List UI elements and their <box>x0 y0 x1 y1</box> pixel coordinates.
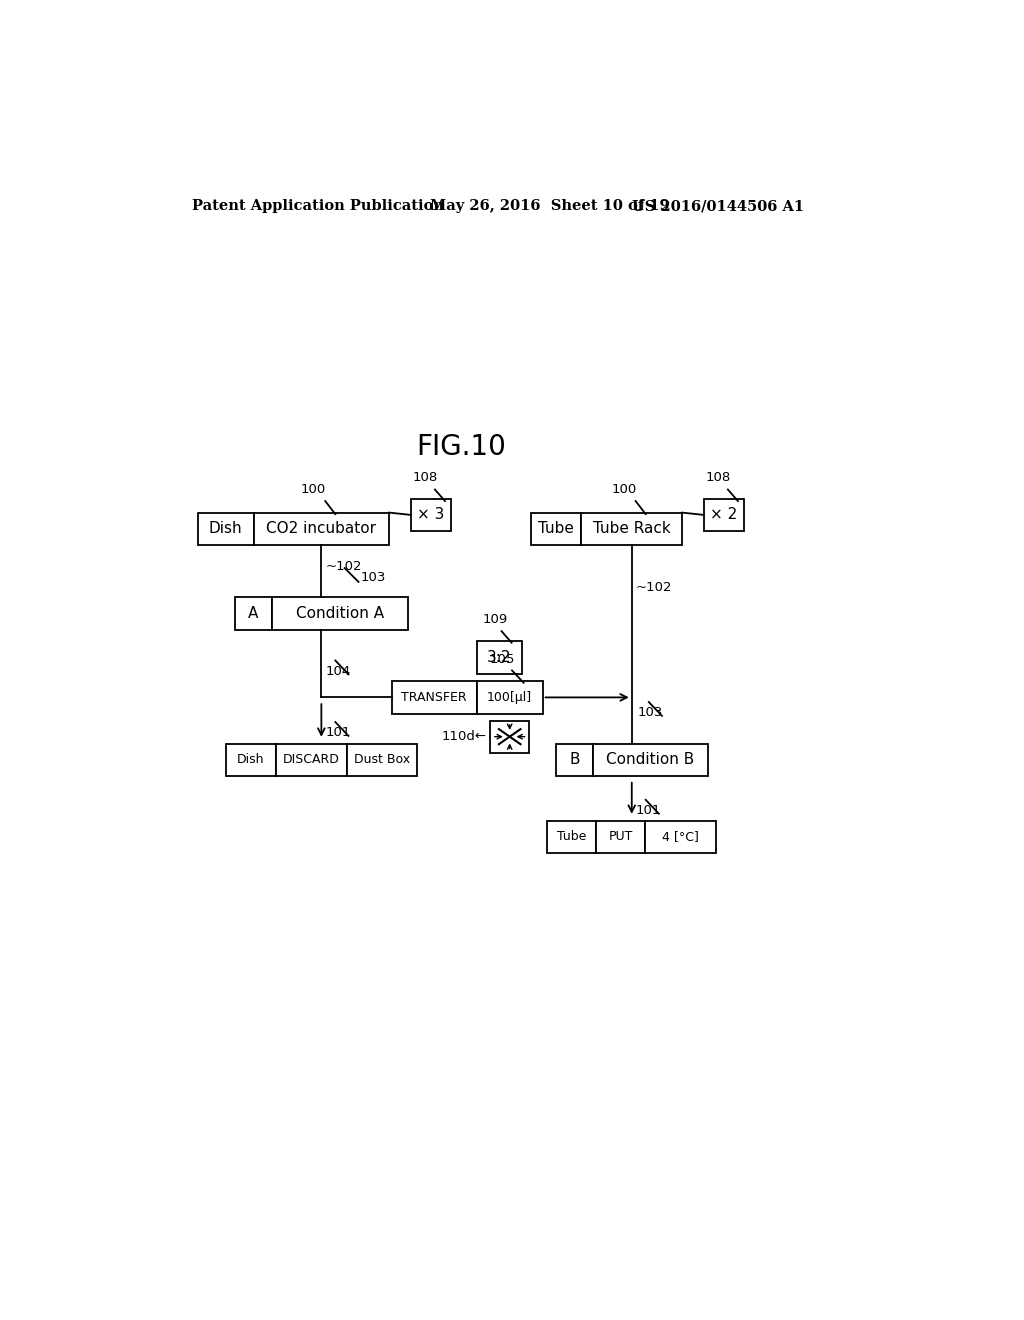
Bar <box>556 743 593 776</box>
Text: Dish: Dish <box>238 754 264 767</box>
Bar <box>234 597 272 630</box>
Text: Condition A: Condition A <box>296 606 384 620</box>
Bar <box>547 821 596 853</box>
Text: 104: 104 <box>326 665 350 678</box>
Text: 110d←: 110d← <box>441 730 486 743</box>
Text: × 2: × 2 <box>711 507 737 523</box>
Bar <box>645 821 716 853</box>
Text: 101: 101 <box>636 804 662 817</box>
Text: US 2016/0144506 A1: US 2016/0144506 A1 <box>632 199 804 213</box>
Bar <box>411 499 452 531</box>
Text: May 26, 2016  Sheet 10 of 19: May 26, 2016 Sheet 10 of 19 <box>430 199 670 213</box>
Text: PUT: PUT <box>608 830 633 843</box>
Text: A: A <box>249 606 259 620</box>
Bar <box>490 721 529 752</box>
Text: Dust Box: Dust Box <box>354 754 411 767</box>
Text: DISCARD: DISCARD <box>284 754 340 767</box>
Text: Tube Rack: Tube Rack <box>593 521 671 536</box>
Text: Tube: Tube <box>557 830 587 843</box>
Text: Tube: Tube <box>539 521 574 536</box>
Text: ~102: ~102 <box>326 560 361 573</box>
Bar <box>347 743 417 776</box>
Text: 100[μl]: 100[μl] <box>487 690 532 704</box>
Text: 109: 109 <box>482 612 508 626</box>
Bar <box>531 512 582 545</box>
Text: 103: 103 <box>638 706 664 719</box>
Bar <box>254 512 389 545</box>
Text: × 3: × 3 <box>418 507 444 523</box>
Text: 105: 105 <box>489 653 515 667</box>
Bar <box>477 642 521 673</box>
Bar <box>477 681 543 714</box>
Bar <box>198 512 254 545</box>
Text: 4 [°C]: 4 [°C] <box>663 830 699 843</box>
Text: 3:2: 3:2 <box>487 649 511 665</box>
Text: 103: 103 <box>360 570 385 583</box>
Text: CO2 incubator: CO2 incubator <box>266 521 377 536</box>
Text: TRANSFER: TRANSFER <box>401 690 467 704</box>
Bar <box>593 743 708 776</box>
Text: Condition B: Condition B <box>606 752 694 767</box>
Text: B: B <box>569 752 580 767</box>
Bar <box>596 821 645 853</box>
Bar <box>276 743 347 776</box>
Text: ~102: ~102 <box>636 581 672 594</box>
Bar <box>391 681 477 714</box>
Text: FIG.10: FIG.10 <box>417 433 506 461</box>
Bar <box>272 597 408 630</box>
Text: 101: 101 <box>326 726 350 739</box>
Text: 108: 108 <box>706 471 730 483</box>
Text: 100: 100 <box>611 483 637 496</box>
Bar <box>225 743 276 776</box>
Bar <box>582 512 682 545</box>
Text: Dish: Dish <box>209 521 243 536</box>
Text: 108: 108 <box>413 471 437 483</box>
Text: 100: 100 <box>301 483 327 496</box>
Bar <box>703 499 744 531</box>
Text: Patent Application Publication: Patent Application Publication <box>191 199 443 213</box>
